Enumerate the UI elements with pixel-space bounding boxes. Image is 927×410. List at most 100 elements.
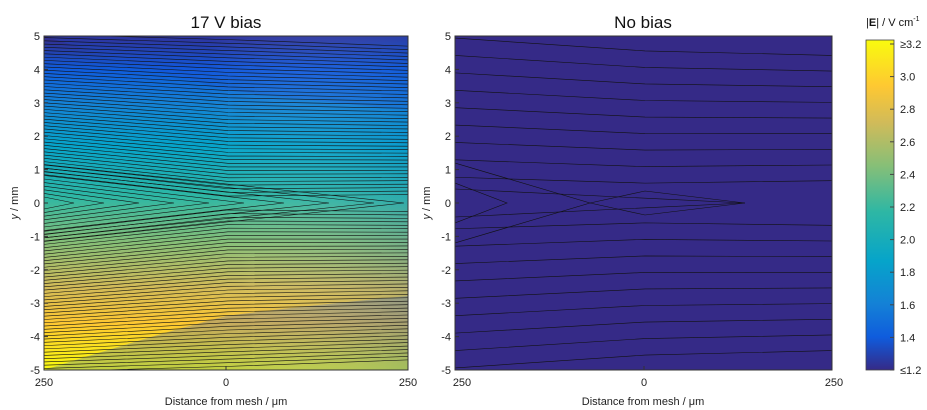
contour-line — [44, 158, 408, 179]
contour-line — [44, 287, 408, 304]
contour-line — [455, 124, 832, 134]
contour-line — [44, 89, 408, 106]
contour-line — [44, 138, 408, 157]
colorbar-tick-label: 1.6 — [900, 300, 915, 312]
contour-line — [44, 151, 408, 171]
y-tick-label: 5 — [445, 31, 451, 43]
contour-line — [455, 89, 832, 103]
colorbar: |E| / V cm-1 ≥3.2 3.0 2.8 2.6 2.4 2.2 2.0 1.8 1.… — [865, 16, 921, 377]
contour-chevron — [44, 178, 245, 228]
contour-line — [44, 245, 408, 265]
contour-line — [44, 47, 408, 61]
y-tick-label: -3 — [441, 298, 451, 310]
contour-chevron — [44, 164, 405, 242]
contour-line — [44, 338, 408, 353]
y-tick-label: 2 — [34, 131, 40, 143]
contour-line — [44, 266, 408, 284]
contour-line — [44, 92, 408, 109]
contour-line — [455, 272, 832, 282]
contour-line — [44, 227, 408, 248]
contour-line — [44, 135, 408, 154]
contour-line — [44, 342, 408, 356]
contour-chevron — [44, 182, 210, 224]
contour-line — [455, 303, 832, 317]
y-tick-label: -5 — [30, 365, 40, 377]
contour-line — [455, 159, 832, 167]
contour-line — [44, 125, 408, 144]
right-y-axis-unit: / mm — [421, 187, 433, 215]
contour-line — [44, 321, 408, 337]
contour-line — [44, 161, 408, 182]
contour-chevron — [589, 190, 746, 216]
contour-line — [44, 290, 408, 307]
contour-line — [44, 40, 408, 54]
contour-line — [44, 66, 408, 81]
contour-line — [44, 325, 408, 340]
contour-line — [455, 239, 832, 247]
contour-line — [44, 50, 408, 64]
y-tick-label: 2 — [445, 131, 451, 143]
contour-line — [44, 224, 408, 245]
colorbar-tick-label: 2.6 — [900, 137, 915, 149]
left-y-axis-label: y / mm — [9, 187, 21, 221]
contour-line — [44, 216, 408, 239]
contour-line — [44, 335, 408, 350]
contour-chevron — [44, 189, 140, 217]
contour-line — [44, 328, 408, 343]
colorbar-title-mid: | / V cm — [876, 17, 913, 29]
contour-line — [44, 105, 408, 123]
contour-chevron — [44, 167, 375, 239]
contour-line — [44, 352, 408, 366]
right-panel: No bias 5 4 3 2 1 0 -1 -2 -3 -4 -5 250 0 250 Dista… — [421, 13, 843, 408]
right-y-axis-label: y / mm — [421, 187, 433, 221]
contour-line — [44, 307, 408, 324]
contour-line — [44, 300, 408, 317]
left-x-tick: 0 — [223, 377, 229, 389]
left-contours — [44, 36, 408, 370]
contour-line — [44, 238, 408, 258]
colorbar-tick-label: 2.4 — [900, 169, 915, 181]
left-heatmap-shade — [44, 36, 408, 370]
left-y-axis-unit: / mm — [9, 187, 21, 215]
contour-line — [44, 96, 408, 113]
contour-line — [44, 356, 408, 369]
colorbar-tick-label: 2.2 — [900, 202, 915, 214]
colorbar-tick-label: 1.4 — [900, 332, 915, 344]
left-x-tick: 250 — [399, 377, 417, 389]
contour-line — [44, 109, 408, 126]
contour-line — [44, 242, 408, 262]
colorbar-tick-label: 3.0 — [900, 72, 915, 84]
contour-line — [44, 262, 408, 281]
right-panel-title: No bias — [614, 13, 672, 32]
contour-line — [44, 56, 408, 71]
contour-line — [44, 99, 408, 116]
contour-line — [44, 276, 408, 294]
contour-line — [44, 76, 408, 92]
contour-chevron — [44, 185, 175, 221]
y-tick-label: 3 — [34, 98, 40, 110]
contour-line — [44, 331, 408, 346]
y-tick-label: -2 — [441, 265, 451, 277]
left-heatmap — [44, 36, 408, 370]
right-x-axis: 250 0 250 — [453, 366, 843, 389]
left-y-axis-var: y — [9, 213, 21, 221]
colorbar-title-bold: E — [869, 17, 876, 29]
contour-line — [44, 349, 408, 363]
contour-line — [44, 128, 408, 147]
contour-line — [455, 72, 832, 88]
left-x-tick: 250 — [35, 377, 53, 389]
contour-line — [44, 131, 408, 150]
contour-line — [44, 43, 408, 57]
contour-chevron — [44, 196, 75, 210]
contour-line — [44, 112, 408, 130]
y-tick-label: -2 — [30, 265, 40, 277]
contour-line — [44, 53, 408, 68]
y-tick-label: 0 — [445, 198, 451, 210]
right-x-tick: 0 — [641, 377, 647, 389]
contour-line — [44, 283, 408, 301]
colorbar-gradient — [865, 39, 895, 371]
contour-line — [44, 115, 408, 133]
contour-line — [44, 259, 408, 278]
left-panel-title: 17 V bias — [191, 13, 262, 32]
colorbar-tick-label: 2.8 — [900, 104, 915, 116]
